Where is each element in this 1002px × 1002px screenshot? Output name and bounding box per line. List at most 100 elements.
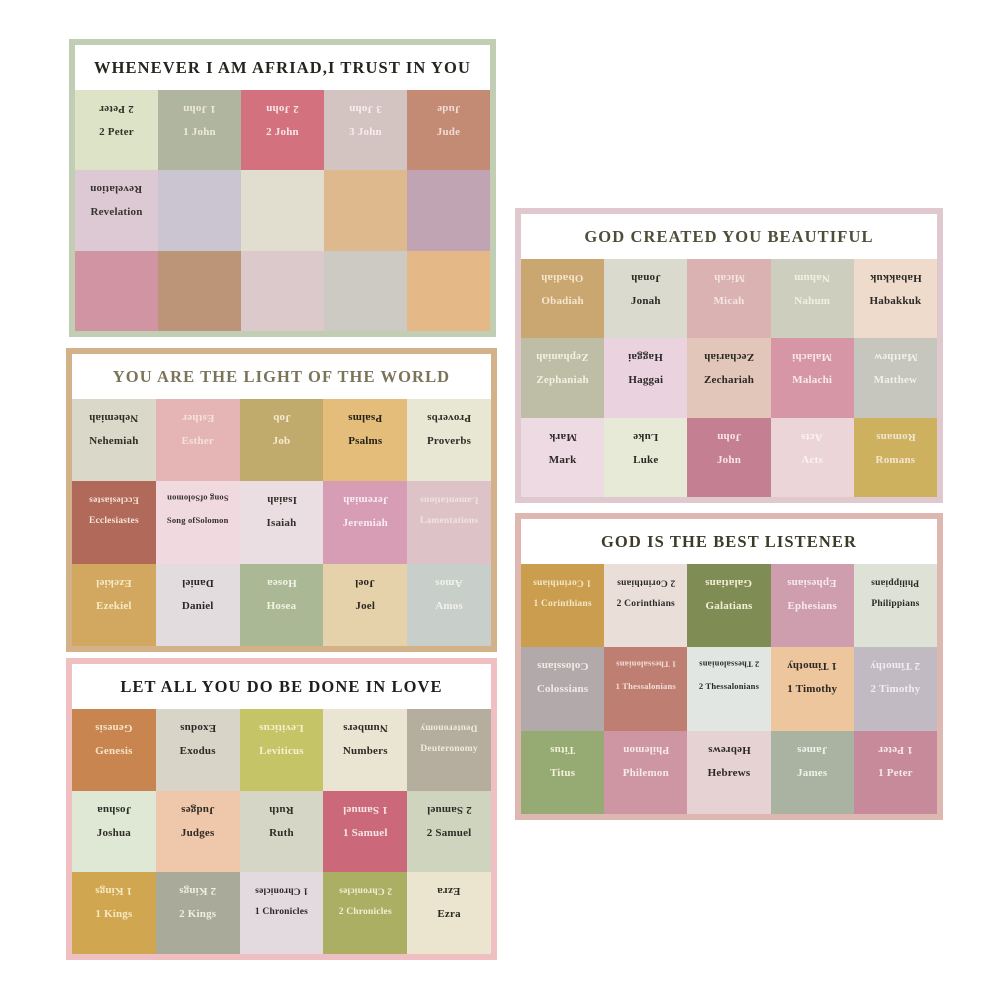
book-name: 2 Corinthians — [616, 598, 675, 609]
book-name: Ezra — [437, 908, 461, 921]
book-cell-obadiah: Obadiah Obadiah — [521, 259, 605, 339]
book-name: Acts — [801, 453, 823, 466]
book-name: 1 Thessalonians — [615, 680, 676, 691]
color-cell-blank — [324, 250, 407, 331]
book-cell-genesis: Genesis Genesis — [72, 709, 156, 791]
book-name-flipped: Ecclesiastes — [88, 494, 139, 505]
book-cell-john: John John — [687, 417, 771, 497]
book-name-flipped: Jude — [436, 103, 461, 115]
book-cell-romans: Romans Romans — [853, 417, 938, 497]
book-name: Titus — [549, 766, 576, 779]
card-row: Zephaniah Zephaniah Haggai Haggai Zechariah Z… — [521, 338, 938, 418]
book-name: James — [797, 766, 828, 779]
book-name: 1 Corinthians — [533, 598, 592, 609]
book-name-flipped: Esther — [181, 412, 214, 424]
book-cell-ruth: Ruth Ruth — [239, 790, 324, 873]
panel-title-band: WHENEVER I AM AFRIAD,I TRUST IN YOU — [75, 45, 490, 90]
book-cell-zechariah: Zechariah Zechariah — [687, 338, 771, 418]
book-name-flipped: Jonah — [630, 272, 661, 284]
book-cell-jude: Jude Jude — [407, 90, 490, 171]
color-cell-blank — [75, 250, 158, 331]
book-name: 2 Thessalonians — [698, 680, 760, 691]
book-name-flipped: Daniel — [181, 576, 214, 589]
book-name-flipped: Lamentations — [419, 494, 479, 505]
book-name-flipped: Obadiah — [541, 272, 584, 284]
book-cell-philippians: Philippians Philippians — [853, 564, 938, 648]
book-name: Daniel — [181, 599, 214, 612]
book-name-flipped: 1 Timothy — [787, 660, 838, 673]
book-name: Haggai — [628, 374, 664, 387]
book-cell-2-samuel: 2 Samuel 2 Samuel — [407, 790, 491, 873]
book-name: Isaiah — [266, 517, 297, 530]
book-cell-2-kings: 2 Kings 2 Kings — [155, 872, 240, 955]
book-cell-psalms: Psalms Psalms — [323, 399, 408, 482]
book-name: Proverbs — [427, 435, 472, 447]
book-cell-2-peter: 2 Peter 2 Peter — [75, 90, 158, 171]
book-name-flipped: Romans — [875, 430, 916, 443]
book-cell-zephaniah: Zephaniah Zephaniah — [521, 338, 605, 418]
card-row: Ezekiel Ezekiel Daniel Daniel Hosea Hosea Joel… — [72, 563, 491, 646]
book-name: Obadiah — [541, 295, 584, 307]
book-name: Esther — [181, 435, 214, 447]
book-cell-galatians: Galatians Galatians — [687, 564, 771, 648]
book-name-flipped: 3 John — [349, 103, 382, 115]
book-cell-deuteronomy: Deuteronomy Deuteronomy — [407, 709, 491, 791]
book-cell-ephesians: Ephesians Ephesians — [770, 564, 854, 648]
panel-light-of-the-world: YOU ARE THE LIGHT OF THE WORLD Nehemiah Ne… — [66, 348, 497, 652]
book-name: Jonah — [630, 295, 661, 307]
book-name: Nehemiah — [89, 435, 139, 447]
book-name: Hosea — [266, 599, 297, 612]
color-cell-blank — [407, 250, 490, 331]
book-cell-colossians: Colossians Colossians — [521, 647, 605, 731]
panel-god-is-the-best-listener: GOD IS THE BEST LISTENER 1 Corinthians 1 C… — [515, 513, 943, 820]
book-cell-revelation: Revelation Revelation — [75, 170, 158, 251]
book-name: 1 Timothy — [787, 683, 838, 696]
book-name-flipped: Galatians — [705, 577, 753, 589]
book-cell-2-thessalonians: 2 Thessalonians 2 Thessalonians — [687, 647, 771, 731]
book-name: Ephesians — [787, 600, 837, 612]
book-name-flipped: Ezra — [437, 885, 461, 898]
book-name-flipped: 1 Samuel — [342, 803, 388, 816]
book-cell-mark: Mark Mark — [521, 417, 605, 497]
book-cell-1-kings: 1 Kings 1 Kings — [72, 872, 156, 955]
card-row: Nehemiah Nehemiah Esther Esther Job Job Psalms… — [72, 399, 491, 482]
book-cell-1-chronicles: 1 Chronicles 1 Chronicles — [239, 872, 324, 955]
book-grid: Nehemiah Nehemiah Esther Esther Job Job Psalms… — [72, 399, 491, 646]
book-cell-ezekiel: Ezekiel Ezekiel — [72, 563, 156, 646]
book-name-flipped: Micah — [713, 272, 745, 284]
book-cell-1-corinthians: 1 Corinthians 1 Corinthians — [521, 564, 605, 648]
book-name-flipped: 2 John — [266, 103, 299, 115]
book-name-flipped: Philippians — [871, 577, 920, 588]
book-name-flipped: Nehemiah — [89, 412, 139, 424]
book-name-flipped: 1 Kings — [95, 885, 133, 898]
book-cell-1-peter: 1 Peter 1 Peter — [853, 730, 938, 814]
book-cell-1-samuel: 1 Samuel 1 Samuel — [323, 790, 408, 873]
book-name: Judges — [180, 826, 215, 839]
book-name: Joel — [355, 599, 376, 612]
panel-title: LET ALL YOU DO BE DONE IN LOVE — [120, 676, 443, 696]
book-name-flipped: 2 Chronicles — [338, 885, 392, 896]
book-name: Colossians — [536, 683, 589, 696]
book-name: Zephaniah — [536, 374, 589, 387]
panel-whenever-i-am-afriad: WHENEVER I AM AFRIAD,I TRUST IN YOU 2 Pet… — [69, 39, 496, 337]
book-cell-proverbs: Proverbs Proverbs — [407, 399, 491, 482]
book-cell-ezra: Ezra Ezra — [407, 872, 491, 955]
book-name-flipped: Deuteronomy — [420, 722, 478, 733]
card-row: Genesis Genesis Exodus Exodus Leviticus Levit… — [72, 709, 491, 791]
book-cell-micah: Micah Micah — [687, 259, 771, 339]
book-name-flipped: 2 Thessalonians — [698, 659, 760, 670]
book-name-flipped: Nahum — [794, 272, 831, 284]
book-cell-lamentations: Lamentations Lamentations — [407, 481, 491, 564]
card-row: 1 Kings 1 Kings 2 Kings 2 Kings 1 Chronicles… — [72, 872, 491, 955]
panel-title-band: YOU ARE THE LIGHT OF THE WORLD — [72, 354, 491, 399]
book-name: Ruth — [269, 826, 294, 839]
book-name-flipped: Joel — [355, 576, 376, 589]
book-grid: Genesis Genesis Exodus Exodus Leviticus Levit… — [72, 709, 491, 955]
book-name-flipped: 1 Corinthians — [533, 577, 592, 588]
book-name: Nahum — [794, 295, 831, 307]
card-row: Revelation Revelation — [75, 170, 490, 251]
card-row: 2 Peter 2 Peter 1 John 1 John 2 John 2 John 3 … — [75, 90, 490, 171]
book-name-flipped: 1 Chronicles — [254, 885, 309, 896]
book-cell-habakkuk: Habakkuk Habakkuk — [853, 259, 938, 339]
